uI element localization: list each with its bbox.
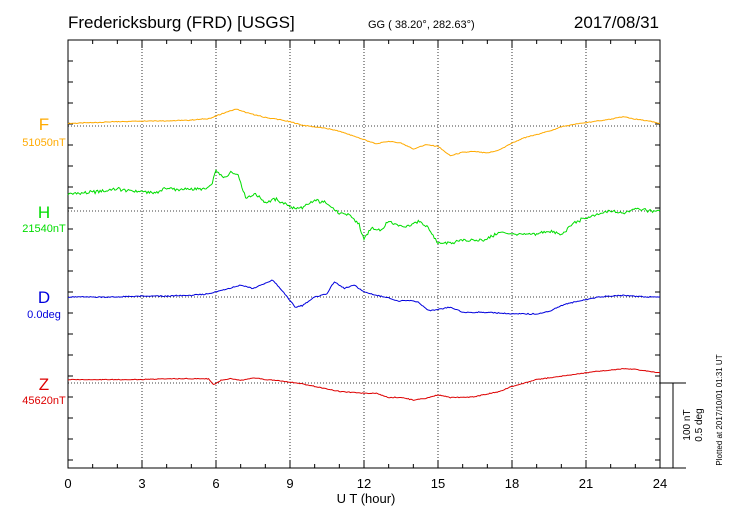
series-line-h	[67, 168, 661, 245]
series-baseline-label-z: 45620nT	[22, 395, 66, 407]
scale-bar-label-deg: 0.5 deg	[694, 408, 705, 441]
series-line-d	[67, 279, 661, 316]
series-name-f: F	[39, 115, 49, 134]
plotted-at-note: Plotted at 2017/10/01 01:31 UT	[715, 354, 724, 465]
x-tick-label: 9	[286, 476, 293, 491]
x-tick-label: 18	[505, 476, 519, 491]
scale-bar: 100 nT 0.5 deg	[660, 382, 705, 469]
x-tick-label: 0	[64, 476, 71, 491]
series-line-f	[67, 108, 661, 157]
x-tick-label: 24	[653, 476, 667, 491]
x-tick-label: 21	[579, 476, 593, 491]
x-axis: 0 3 6 9 12 15 18 21 24	[64, 40, 667, 491]
series-baseline-label-f: 51050nT	[22, 137, 66, 149]
series-baseline-label-h: 21540nT	[22, 223, 66, 235]
x-tick-label: 15	[431, 476, 445, 491]
x-tick-label: 12	[357, 476, 371, 491]
series-name-h: H	[38, 203, 50, 222]
plot-date: 2017/08/31	[574, 13, 659, 32]
station-title: Fredericksburg (FRD) [USGS]	[68, 13, 295, 32]
series-line-z	[67, 368, 661, 401]
x-tick-label: 3	[138, 476, 145, 491]
series-name-z: Z	[39, 375, 49, 394]
scale-bar-label-nt: 100 nT	[682, 409, 693, 440]
grid	[141, 40, 587, 468]
series-name-d: D	[38, 288, 50, 307]
series-baseline-label-d: 0.0deg	[27, 309, 61, 321]
geo-coordinates: GG ( 38.20°, 282.63°)	[368, 19, 475, 31]
x-tick-label: 6	[212, 476, 219, 491]
x-axis-label: U T (hour)	[337, 491, 396, 506]
